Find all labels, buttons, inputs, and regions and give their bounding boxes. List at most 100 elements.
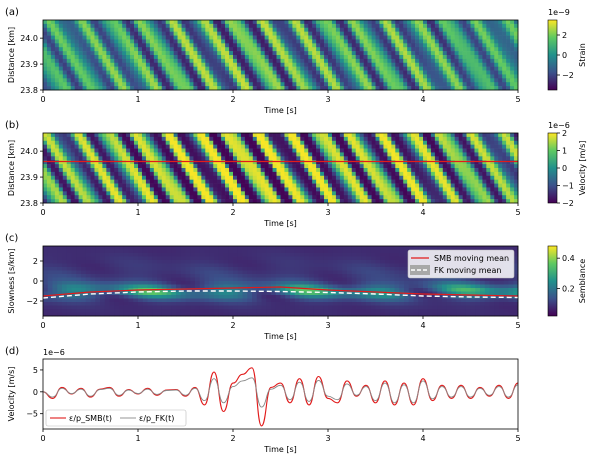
heatmap-cell [339,148,345,153]
heatmap-cell [126,86,131,91]
heatmap-cell [165,20,170,25]
heatmap-cell [46,191,52,196]
heatmap-cell [195,260,201,264]
heatmap-cell [383,164,388,169]
heatmap-cell [50,195,56,200]
heatmap-cell [54,74,60,79]
heatmap-cell [264,195,269,200]
heatmap-cell [423,74,428,79]
heatmap-cell [240,191,246,196]
heatmap-cell [426,47,432,52]
heatmap-cell [149,43,155,48]
heatmap-cell [118,23,123,29]
heatmap-cell [221,187,226,192]
heatmap-cell [244,187,250,192]
heatmap-cell [375,39,380,44]
heatmap-cell [462,55,467,60]
heatmap-cell [379,164,384,169]
heatmap-cell [510,164,515,169]
heatmap-cell [185,20,190,25]
heatmap-cell [294,256,300,261]
heatmap-cell [126,55,131,60]
heatmap-cell [201,47,206,52]
heatmap-cell [209,58,214,64]
heatmap-cell [46,66,52,71]
heatmap-cell [58,140,64,145]
heatmap-cell [502,74,507,79]
heatmap-cell [233,168,238,173]
heatmap-cell [185,39,190,44]
heatmap-cell [94,58,99,64]
heatmap-cell [189,51,194,56]
heatmap-cell [114,256,120,261]
heatmap-cell [165,171,170,177]
heatmap-cell [157,43,163,48]
heatmap-cell [189,23,194,29]
heatmap-cell [217,136,222,142]
heatmap-cell [138,86,143,91]
heatmap-cell [510,20,515,25]
heatmap-cell [490,136,495,142]
heatmap-cell [118,160,123,165]
heatmap-cell [106,31,111,36]
heatmap-cell [446,35,452,40]
heatmap-cell [308,136,313,142]
heatmap-cell [328,70,333,75]
heatmap-cell [134,152,139,157]
heatmap-cell [173,55,178,60]
heatmap-cell [458,179,463,184]
heatmap-cell [292,179,297,184]
heatmap-cell [331,20,337,25]
heatmap-cell [256,78,262,83]
heatmap-cell [268,156,273,161]
heatmap-cell [229,35,234,40]
heatmap-cell [114,191,119,196]
heatmap-cell [454,160,459,165]
heatmap-cell [264,148,269,153]
heatmap-cell [177,47,182,52]
heatmap-cell [272,187,277,192]
heatmap-cell [181,152,186,157]
heatmap-cell [383,175,388,180]
heatmap-cell [312,20,317,25]
heatmap-cell [502,39,507,44]
heatmap-cell [466,31,471,36]
heatmap-cell [446,31,452,36]
heatmap-cell [502,47,507,52]
heatmap-cell [46,156,52,161]
heatmap-cell [149,82,155,87]
heatmap-cell [506,164,511,169]
heatmap-cell [324,27,329,32]
heatmap-cell [153,55,159,60]
heatmap-cell [134,31,139,36]
heatmap-cell [70,74,75,79]
heatmap-cell [367,51,372,56]
heatmap-cell [240,86,246,91]
heatmap-cell [123,263,129,268]
heatmap-cell [70,152,75,157]
heatmap-cell [308,164,313,169]
heatmap-cell [233,62,238,67]
heatmap-cell [102,156,107,161]
heatmap-cell [173,168,178,173]
heatmap-cell [106,70,111,75]
heatmap-cell [213,152,218,157]
heatmap-cell [494,66,499,71]
heatmap-cell [280,31,285,36]
heatmap-cell [347,160,353,165]
heatmap-cell [347,35,353,40]
heatmap-cell [110,43,115,48]
heatmap-cell [415,164,420,169]
heatmap-cell [141,179,147,184]
heatmap-cell [430,47,436,52]
heatmap-cell [248,191,254,196]
heatmap-cell [209,164,214,169]
heatmap-cell [260,195,265,200]
heatmap-cell [149,191,155,196]
heatmap-cell [355,39,360,44]
heatmap-cell [197,156,202,161]
heatmap-cell [339,31,345,36]
heatmap-cell [221,183,226,188]
heatmap-cell [173,70,178,75]
heatmap-cell [430,78,436,83]
